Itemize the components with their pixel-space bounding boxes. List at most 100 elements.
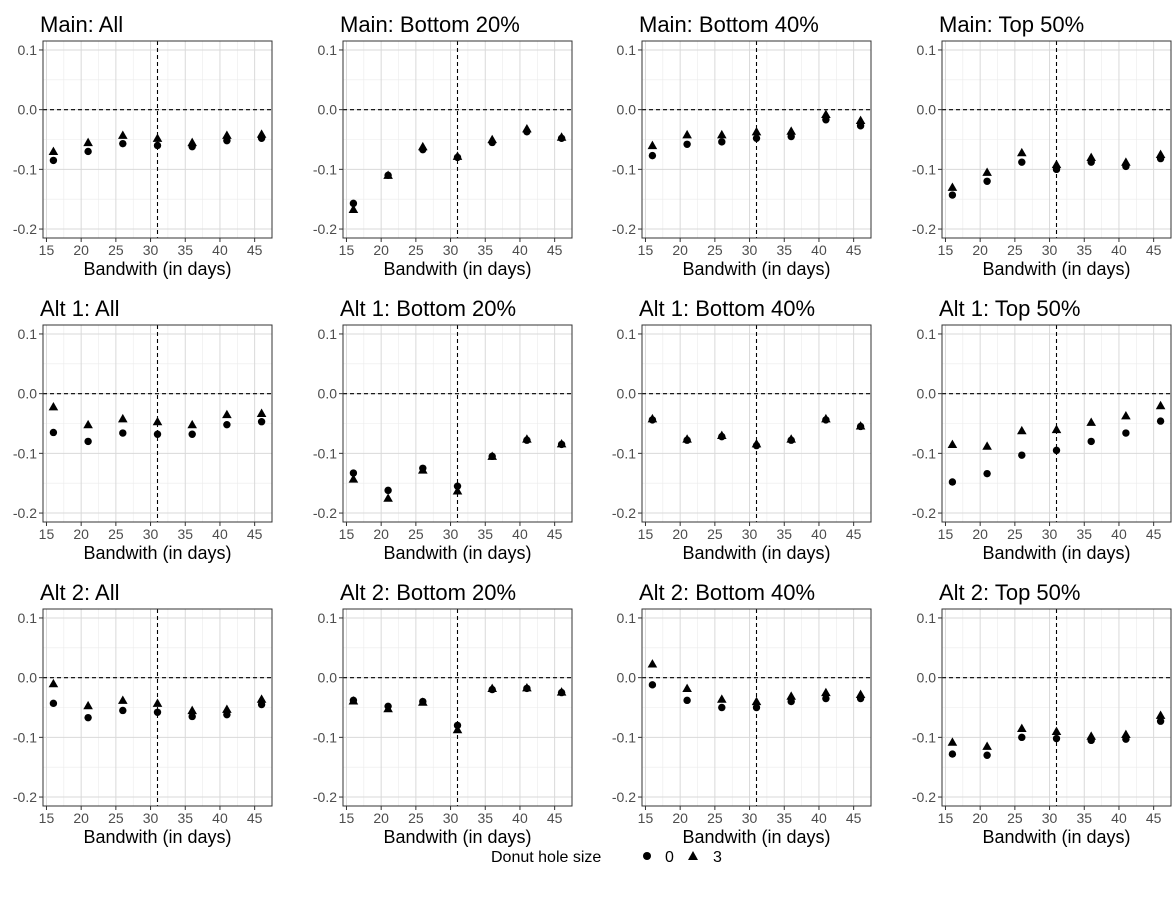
x-tick-label: 15 — [39, 526, 55, 542]
panel-11: -0.2 -0.1 0.0 0.1 15 20 25 30 35 40 45 Alt 2: Botto… — [612, 580, 872, 847]
x-tick-label: 35 — [776, 526, 792, 542]
data-point-triangle — [682, 129, 692, 139]
x-tick-label: 45 — [846, 810, 862, 826]
x-axis-label: Bandwith (in days) — [682, 259, 830, 279]
panel-title: Alt 1: Bottom 20% — [340, 296, 516, 321]
data-point-circle — [948, 478, 957, 486]
x-tick-label: 30 — [143, 526, 159, 542]
data-point-triangle — [1086, 417, 1096, 426]
x-tick-label: 25 — [707, 526, 723, 542]
data-point-triangle — [751, 438, 762, 448]
data-point-triangle — [786, 126, 796, 135]
panel-6: -0.2 -0.1 0.0 0.1 15 20 25 30 35 40 45 Alt 1: Botto… — [313, 296, 573, 563]
data-point-triangle — [647, 140, 658, 150]
y-tick-label: 0.1 — [318, 610, 338, 626]
data-point-triangle — [1121, 157, 1131, 166]
x-tick-label: 30 — [742, 526, 758, 542]
data-point-triangle — [83, 700, 93, 710]
y-tick-label: -0.2 — [313, 221, 337, 237]
data-point-triangle — [383, 493, 393, 502]
x-tick-label: 30 — [1042, 242, 1058, 258]
data-point-triangle — [187, 705, 197, 715]
x-axis-label: Bandwith (in days) — [383, 543, 531, 563]
x-tick-label: 45 — [1146, 242, 1162, 258]
data-point-circle — [119, 706, 127, 715]
x-axis-label: Bandwith (in days) — [982, 259, 1130, 279]
data-point-triangle — [348, 474, 359, 483]
x-tick-label: 15 — [938, 526, 954, 542]
data-point-circle — [718, 138, 726, 146]
x-tick-label: 15 — [339, 810, 355, 826]
data-point-triangle — [452, 151, 463, 160]
x-tick-label: 40 — [1111, 526, 1127, 542]
x-axis-label: Bandwith (in days) — [982, 543, 1130, 563]
panel-5: -0.2 -0.1 0.0 0.1 15 20 25 30 35 40 45 Alt 1: All Ba… — [13, 296, 273, 563]
data-point-circle — [1087, 437, 1095, 446]
data-point-triangle — [982, 167, 992, 176]
data-point-triangle — [556, 132, 567, 141]
data-point-circle — [384, 486, 392, 495]
data-point-circle — [188, 712, 196, 721]
x-tick-label: 15 — [339, 242, 355, 258]
data-point-triangle — [1086, 731, 1096, 740]
y-tick-label: 0.1 — [617, 42, 637, 58]
data-point-triangle — [222, 409, 232, 419]
x-tick-label: 20 — [73, 242, 89, 258]
data-point-triangle — [118, 695, 128, 704]
data-point-circle — [1156, 717, 1165, 725]
y-tick-label: 0.1 — [617, 326, 637, 342]
data-point-triangle — [187, 419, 197, 429]
y-tick-label: 0.0 — [318, 102, 338, 118]
x-tick-label: 35 — [1076, 810, 1092, 826]
panel-border — [941, 324, 1172, 523]
legend-key-triangle — [688, 851, 698, 860]
data-point-triangle — [821, 109, 831, 119]
panel-title: Alt 2: Bottom 20% — [340, 580, 516, 605]
x-axis-label: Bandwith (in days) — [682, 543, 830, 563]
x-tick-label: 35 — [477, 810, 493, 826]
data-point-circle — [1122, 429, 1130, 437]
data-point-triangle — [256, 694, 267, 703]
data-point-triangle — [1017, 723, 1027, 732]
y-tick-label: -0.2 — [313, 789, 337, 805]
y-tick-label: 0.1 — [318, 42, 338, 58]
y-tick-label: 0.0 — [917, 102, 937, 118]
data-point-circle — [84, 713, 92, 722]
x-tick-label: 40 — [1111, 242, 1127, 258]
data-point-triangle — [947, 737, 958, 746]
data-point-circle — [718, 703, 726, 712]
data-point-circle — [822, 694, 830, 703]
data-point-triangle — [222, 704, 232, 713]
data-point-circle — [1052, 734, 1061, 743]
y-tick-label: -0.2 — [612, 221, 636, 237]
x-tick-label: 30 — [1042, 810, 1058, 826]
x-tick-label: 20 — [73, 526, 89, 542]
x-tick-label: 25 — [408, 810, 424, 826]
data-point-circle — [983, 751, 991, 759]
data-point-triangle — [452, 724, 463, 734]
y-tick-label: 0.0 — [617, 102, 637, 118]
y-tick-label: -0.1 — [13, 445, 37, 461]
x-tick-label: 40 — [512, 810, 528, 826]
data-point-triangle — [383, 703, 393, 713]
x-tick-label: 35 — [776, 810, 792, 826]
data-point-triangle — [1155, 710, 1166, 719]
data-point-circle — [223, 420, 231, 429]
panel-border — [42, 608, 273, 807]
y-tick-label: -0.2 — [612, 505, 636, 521]
data-point-triangle — [256, 129, 267, 138]
panel-title: Main: Top 50% — [939, 12, 1084, 37]
data-point-circle — [49, 156, 58, 165]
x-tick-label: 25 — [707, 242, 723, 258]
data-point-circle — [257, 418, 266, 426]
data-point-circle — [948, 750, 957, 758]
data-point-triangle — [48, 401, 59, 411]
x-tick-label: 45 — [247, 242, 263, 258]
data-point-triangle — [821, 687, 831, 697]
y-tick-label: 0.1 — [617, 610, 637, 626]
panel-8: -0.2 -0.1 0.0 0.1 15 20 25 30 35 40 45 Alt 1: Top 5… — [912, 296, 1172, 563]
data-point-triangle — [1017, 147, 1027, 157]
x-tick-label: 45 — [547, 242, 563, 258]
data-point-circle — [1018, 733, 1026, 742]
data-point-triangle — [487, 683, 497, 692]
